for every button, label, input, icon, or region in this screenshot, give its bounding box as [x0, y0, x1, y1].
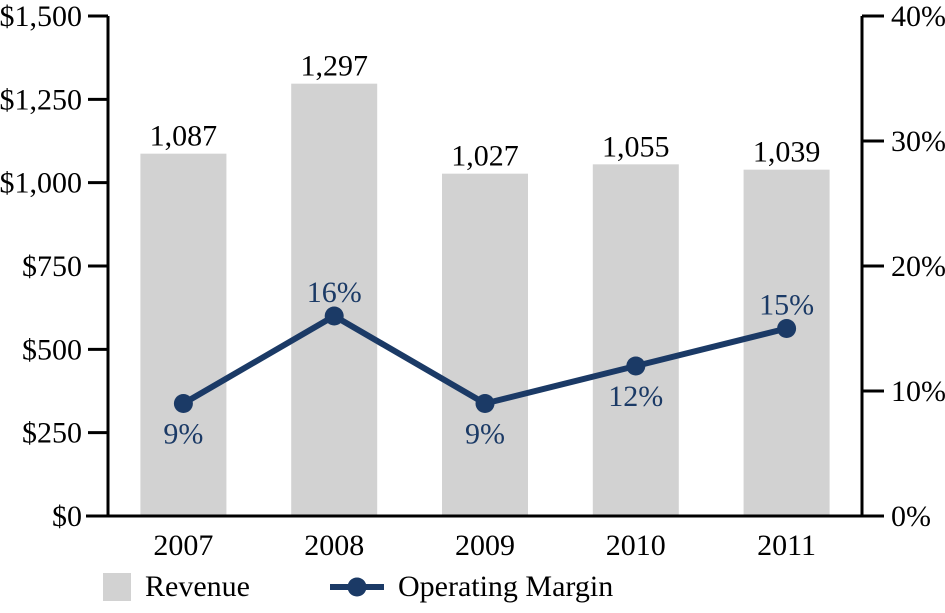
- right-axis-tick-label: 20%: [891, 250, 945, 283]
- x-axis-label-2008: 2008: [304, 529, 364, 562]
- point-value-label-2010: 12%: [608, 380, 663, 413]
- bar-value-label-2010: 1,055: [602, 130, 670, 163]
- point-2011: [777, 319, 797, 338]
- left-axis-tick-label: $250: [22, 417, 82, 450]
- legend-item-operating-margin: Operating Margin: [329, 570, 614, 603]
- left-axis-tick-label: $1,250: [0, 83, 82, 116]
- point-2008: [324, 306, 344, 326]
- left-axis-tick-label: $1,500: [0, 0, 82, 33]
- chart-canvas: 1,087 1,297 1,027 1,055 1,039 9% 16% 9% 12% 15% $0…: [0, 0, 945, 562]
- x-axis-label-2007: 2007: [153, 529, 213, 562]
- left-axis-tick-label: $500: [22, 333, 82, 366]
- bar-2007: [140, 153, 227, 516]
- point-2010: [626, 356, 646, 376]
- x-axis-label-2011: 2011: [757, 529, 816, 562]
- bar-value-label-2009: 1,027: [451, 140, 519, 173]
- left-axis-tick-label: $1,000: [0, 167, 82, 200]
- right-axis-tick-label: 10%: [891, 375, 945, 408]
- right-axis-tick-label: 0%: [891, 500, 931, 533]
- point-2007: [173, 394, 193, 413]
- bar-value-label-2011: 1,039: [753, 136, 821, 169]
- x-axis-label-2009: 2009: [455, 529, 515, 562]
- left-axis-tick-label: $750: [22, 250, 82, 283]
- right-axis-tick-label: 40%: [891, 0, 945, 33]
- point-value-label-2007: 9%: [163, 418, 203, 451]
- x-axis-label-2010: 2010: [606, 529, 666, 562]
- operating-margin-swatch-icon: [329, 577, 384, 597]
- bar-2010: [592, 164, 679, 517]
- bar-2009: [442, 173, 528, 516]
- revenue-swatch-icon: [103, 573, 131, 601]
- chart-legend: Revenue Operating Margin: [103, 572, 613, 602]
- legend-label-operating-margin: Operating Margin: [397, 570, 614, 603]
- legend-label-revenue: Revenue: [145, 570, 250, 603]
- left-axis-tick-label: $0: [52, 500, 82, 533]
- point-2009: [475, 394, 495, 413]
- bar-value-label-2008: 1,297: [300, 50, 368, 83]
- right-axis-tick-label: 30%: [891, 125, 945, 158]
- bar-value-label-2007: 1,087: [150, 120, 218, 153]
- marker-dot-icon: [347, 577, 367, 597]
- point-value-label-2011: 15%: [759, 289, 814, 322]
- bar-2011: [743, 169, 830, 516]
- point-value-label-2008: 16%: [307, 276, 362, 309]
- bar-2008: [291, 83, 378, 517]
- legend-item-revenue: Revenue: [103, 572, 250, 602]
- point-value-label-2009: 9%: [465, 418, 505, 451]
